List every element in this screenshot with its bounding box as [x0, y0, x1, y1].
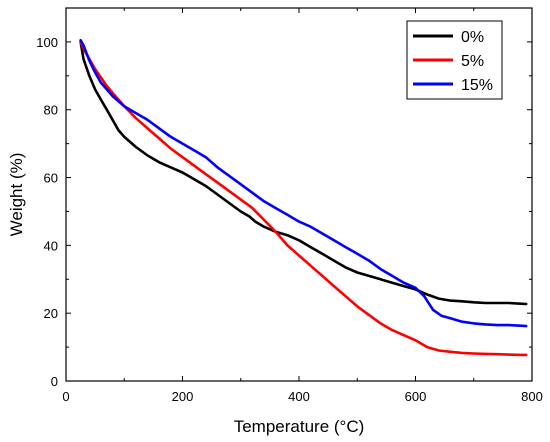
- x-tick-label: 400: [288, 389, 310, 404]
- y-tick-label: 100: [36, 35, 58, 50]
- x-axis-label: Temperature (°C): [234, 417, 365, 436]
- legend: 0% 5% 15%: [406, 20, 503, 100]
- x-tick-label: 600: [405, 389, 427, 404]
- x-tick-label: 800: [521, 389, 543, 404]
- axis-ticks: 0 200 400 600 800 0 20 40 60 80 100: [36, 7, 543, 404]
- y-tick-label: 80: [44, 103, 58, 118]
- y-axis-label: Weight (%): [7, 153, 26, 237]
- legend-label: 0%: [461, 29, 484, 46]
- x-tick-label: 200: [172, 389, 194, 404]
- series-line-2: [79, 38, 528, 328]
- legend-label: 5%: [461, 53, 484, 70]
- y-tick-label: 40: [44, 238, 58, 253]
- y-tick-label: 0: [51, 374, 58, 389]
- y-tick-label: 60: [44, 171, 58, 186]
- legend-label: 15%: [461, 77, 493, 94]
- plot-lines: [79, 38, 528, 357]
- x-tick-label: 0: [62, 389, 69, 404]
- y-tick-label: 20: [44, 306, 58, 321]
